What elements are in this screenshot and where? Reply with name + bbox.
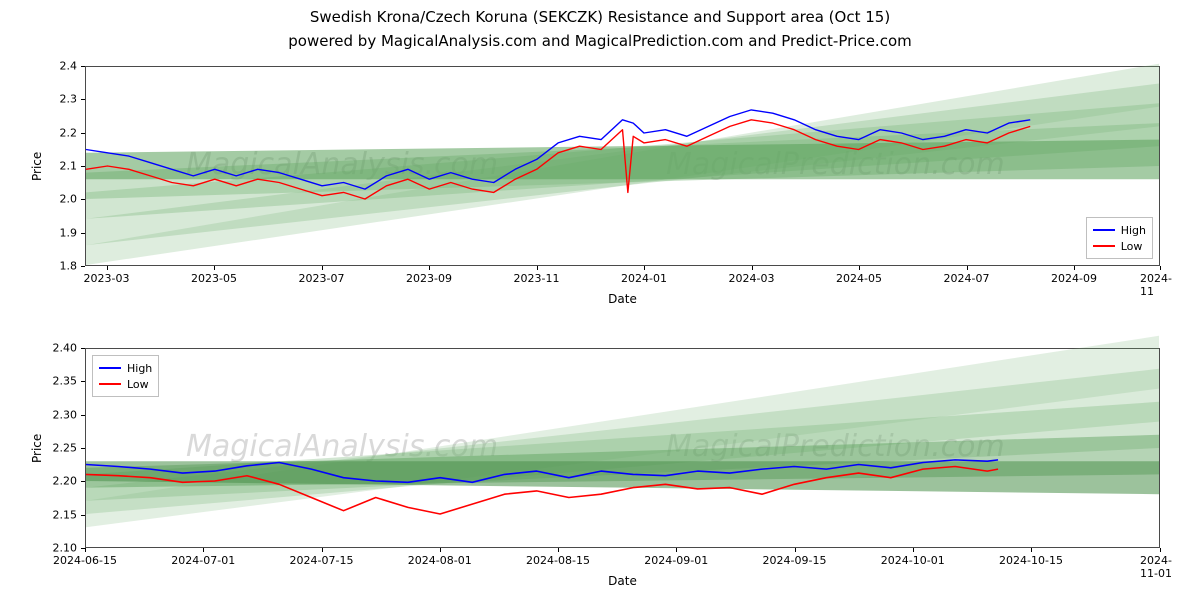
legend-label-low: Low [1121, 240, 1143, 253]
ytick-label: 1.8 [45, 260, 77, 273]
xtick-label: 2024-05 [836, 272, 882, 285]
legend-item-high: High [1093, 222, 1146, 238]
xtick-label: 2023-05 [191, 272, 237, 285]
xtick-label: 2023-03 [84, 272, 130, 285]
ytick-label: 2.35 [45, 375, 77, 388]
legend-swatch-high [99, 367, 121, 369]
ytick-label: 2.4 [45, 60, 77, 73]
legend-label-low: Low [127, 378, 149, 391]
legend-label-high: High [1121, 224, 1146, 237]
ytick-label: 2.15 [45, 508, 77, 521]
xtick-label: 2024-03 [729, 272, 775, 285]
xtick-label: 2023-07 [299, 272, 345, 285]
bottom-chart-xlabel: Date [85, 574, 1160, 588]
xtick-label: 2024-10-15 [999, 554, 1063, 567]
legend-swatch-low [99, 383, 121, 385]
xtick-label: 2024-07 [944, 272, 990, 285]
xtick-label: 2024-09-15 [763, 554, 827, 567]
xtick-label: 2024-09-01 [644, 554, 708, 567]
top-chart-svg [86, 67, 1159, 265]
ytick-label: 2.10 [45, 542, 77, 555]
bottom-chart-svg [86, 349, 1159, 547]
xtick-label: 2023-09 [406, 272, 452, 285]
legend-item-high: High [99, 360, 152, 376]
bottom-chart-plot-area: MagicalAnalysis.com MagicalPrediction.co… [85, 348, 1160, 548]
legend-item-low: Low [1093, 238, 1146, 254]
xtick-label: 2024-09 [1051, 272, 1097, 285]
ytick-label: 2.2 [45, 126, 77, 139]
xtick-label: 2024-07-01 [171, 554, 235, 567]
xtick-label: 2023-11 [514, 272, 560, 285]
ytick-label: 2.1 [45, 160, 77, 173]
xtick-label: 2024-08-01 [408, 554, 472, 567]
ytick-label: 2.3 [45, 93, 77, 106]
legend-swatch-high [1093, 229, 1115, 231]
top-chart-xlabel: Date [85, 292, 1160, 306]
ytick-label: 1.9 [45, 226, 77, 239]
top-chart-ylabel: Price [30, 152, 44, 181]
ytick-label: 2.20 [45, 475, 77, 488]
bottom-chart-legend: High Low [92, 355, 159, 397]
chart-title: Swedish Krona/Czech Koruna (SEKCZK) Resi… [0, 8, 1200, 26]
ytick-label: 2.0 [45, 193, 77, 206]
bottom-chart-ylabel: Price [30, 434, 44, 463]
xtick-label: 2024-07-15 [290, 554, 354, 567]
legend-item-low: Low [99, 376, 152, 392]
legend-label-high: High [127, 362, 152, 375]
legend-swatch-low [1093, 245, 1115, 247]
xtick-label: 2024-06-15 [53, 554, 117, 567]
xtick-label: 2024-01 [621, 272, 667, 285]
top-chart-legend: High Low [1086, 217, 1153, 259]
xtick-label: 2024-10-01 [881, 554, 945, 567]
chart-subtitle: powered by MagicalAnalysis.com and Magic… [0, 32, 1200, 50]
figure: Swedish Krona/Czech Koruna (SEKCZK) Resi… [0, 0, 1200, 600]
ytick-label: 2.40 [45, 342, 77, 355]
ytick-label: 2.25 [45, 442, 77, 455]
xtick-label: 2024-08-15 [526, 554, 590, 567]
ytick-label: 2.30 [45, 408, 77, 421]
top-chart-plot-area: MagicalAnalysis.com MagicalPrediction.co… [85, 66, 1160, 266]
